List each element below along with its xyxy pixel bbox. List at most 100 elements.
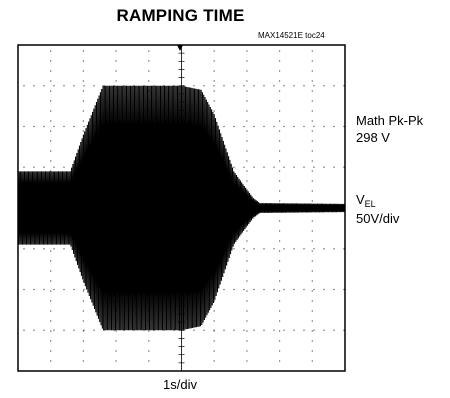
grid-dot bbox=[193, 85, 195, 87]
grid-dot bbox=[53, 288, 55, 291]
grid-dot bbox=[311, 50, 313, 52]
grid-dot bbox=[213, 350, 215, 352]
grid-dot bbox=[311, 170, 313, 172]
grid-dot bbox=[246, 360, 248, 362]
grid-dot bbox=[311, 290, 313, 292]
grid-dot bbox=[246, 240, 248, 242]
grid-dot bbox=[50, 280, 52, 282]
grid-dot bbox=[153, 329, 155, 331]
grid-dot bbox=[311, 100, 313, 102]
grid-dot bbox=[311, 180, 313, 182]
grid-dot bbox=[246, 80, 248, 82]
grid-dot bbox=[33, 288, 35, 291]
grid-dot bbox=[213, 330, 215, 332]
grid-dot bbox=[50, 240, 52, 242]
grid-dot bbox=[311, 90, 313, 92]
grid-dot bbox=[323, 288, 325, 291]
grid-dot bbox=[293, 166, 295, 168]
grid-dot bbox=[43, 85, 45, 87]
grid-dot bbox=[243, 329, 245, 331]
grid-dot bbox=[279, 130, 281, 132]
grid-dot bbox=[83, 329, 85, 331]
trigger-marker bbox=[177, 45, 183, 51]
grid-dot bbox=[279, 250, 281, 252]
grid-dot bbox=[293, 329, 295, 331]
grid-dot bbox=[50, 290, 52, 292]
grid-dot bbox=[233, 248, 235, 250]
grid-dot bbox=[93, 329, 95, 331]
grid-dot bbox=[246, 50, 248, 52]
grid-dot bbox=[63, 85, 65, 87]
grid-dot bbox=[82, 290, 84, 292]
grid-dot bbox=[246, 260, 248, 262]
grid-dot bbox=[343, 288, 345, 291]
grid-dot bbox=[243, 85, 245, 87]
grid-dot bbox=[303, 288, 305, 291]
grid-dot bbox=[115, 320, 117, 322]
grid-dot bbox=[148, 310, 150, 312]
grid-dot bbox=[311, 360, 313, 362]
grid-dot bbox=[82, 280, 84, 282]
grid-dot bbox=[279, 160, 281, 162]
grid-dot bbox=[246, 230, 248, 232]
grid-dot bbox=[283, 248, 285, 250]
grid-dot bbox=[279, 280, 281, 282]
grid-dot bbox=[53, 125, 55, 128]
grid-dot bbox=[293, 288, 295, 291]
grid-dot bbox=[263, 85, 265, 87]
grid-dot bbox=[82, 50, 84, 52]
grid-dot bbox=[82, 120, 84, 122]
grid-dot bbox=[115, 310, 117, 312]
grid-dot bbox=[279, 140, 281, 142]
grid-dot bbox=[311, 230, 313, 232]
grid-dot bbox=[253, 288, 255, 291]
grid-dot bbox=[311, 250, 313, 252]
grid-dot bbox=[50, 250, 52, 252]
grid-dot bbox=[323, 248, 325, 250]
grid-dot bbox=[50, 300, 52, 302]
grid-dot bbox=[279, 330, 281, 332]
grid-dot bbox=[23, 288, 25, 291]
grid-dot bbox=[50, 310, 52, 312]
grid-dot bbox=[311, 270, 313, 272]
grid-dot bbox=[313, 166, 315, 168]
grid-dot bbox=[148, 300, 150, 302]
grid-dot bbox=[148, 80, 150, 82]
grid-dot bbox=[63, 166, 65, 168]
grid-dot bbox=[213, 90, 215, 92]
grid-dot bbox=[311, 120, 313, 122]
grid-dot bbox=[311, 280, 313, 282]
grid-dot bbox=[323, 329, 325, 331]
grid-dot bbox=[63, 288, 65, 291]
grid-dot bbox=[311, 240, 313, 242]
grid-dot bbox=[246, 140, 248, 142]
grid-dot bbox=[148, 60, 150, 62]
grid-dot bbox=[279, 270, 281, 272]
grid-dot bbox=[115, 340, 117, 342]
grid-dot bbox=[53, 329, 55, 331]
grid-dot bbox=[273, 166, 275, 168]
grid-dot bbox=[313, 288, 315, 291]
grid-dot bbox=[82, 360, 84, 362]
grid-dot bbox=[283, 125, 285, 128]
math-pkpk-label: Math Pk-Pk bbox=[356, 113, 424, 128]
grid-dot bbox=[279, 260, 281, 262]
grid-dot bbox=[283, 166, 285, 168]
grid-dot bbox=[263, 166, 265, 168]
grid-dot bbox=[23, 329, 25, 331]
grid-dot bbox=[279, 310, 281, 312]
grid-dot bbox=[246, 180, 248, 182]
grid-dot bbox=[213, 280, 215, 282]
grid-dot bbox=[263, 125, 265, 128]
grid-dot bbox=[53, 248, 55, 250]
grid-dot bbox=[33, 85, 35, 87]
grid-dot bbox=[279, 100, 281, 102]
grid-dot bbox=[311, 340, 313, 342]
grid-dot bbox=[148, 360, 150, 362]
grid-dot bbox=[43, 248, 45, 250]
grid-dot bbox=[246, 250, 248, 252]
grid-dot bbox=[82, 300, 84, 302]
grid-dot bbox=[273, 329, 275, 331]
grid-dot bbox=[246, 300, 248, 302]
grid-dot bbox=[279, 150, 281, 152]
